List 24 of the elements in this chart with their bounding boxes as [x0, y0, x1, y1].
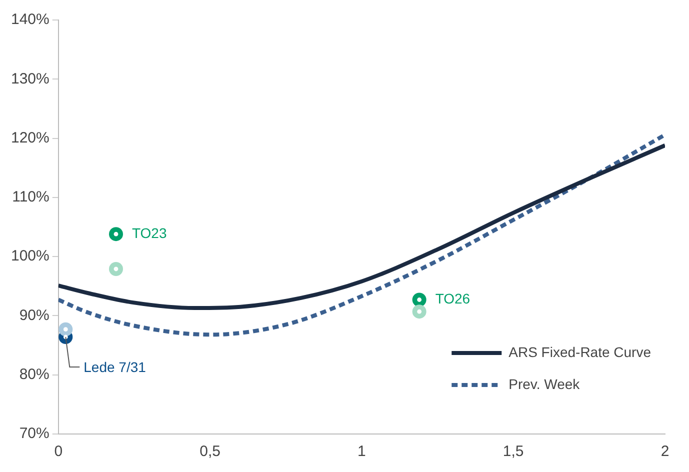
y-tick-label: 90% [19, 306, 50, 324]
y-tick-label: 140% [10, 11, 50, 28]
y-tick-label: 80% [19, 366, 50, 383]
y-tick-label: 100% [10, 248, 50, 265]
line-series [58, 132, 665, 337]
point [108, 227, 123, 242]
annotation: Lede 7/31 [84, 358, 146, 375]
line-series [58, 143, 665, 310]
x-tick-label: 2 [660, 443, 670, 460]
legend-label: ARS Fixed-Rate Curve [508, 344, 652, 360]
y-tick-label: 70% [19, 425, 50, 442]
annotation: TO26 [435, 290, 470, 307]
x-tick-label: 0 [54, 443, 63, 460]
annotation: TO23 [132, 224, 167, 241]
x-tick-label: 1 [358, 443, 366, 460]
point [412, 304, 426, 319]
x-tick-label: 0,5 [200, 443, 220, 460]
y-tick-label: 130% [10, 70, 50, 88]
point [108, 262, 123, 276]
point [58, 322, 73, 336]
y-tick-label: 110% [12, 188, 50, 206]
x-tick-label: 1,5 [502, 443, 524, 460]
legend-label: Prev. Week [508, 376, 581, 392]
y-tick-label: 120% [10, 129, 50, 146]
